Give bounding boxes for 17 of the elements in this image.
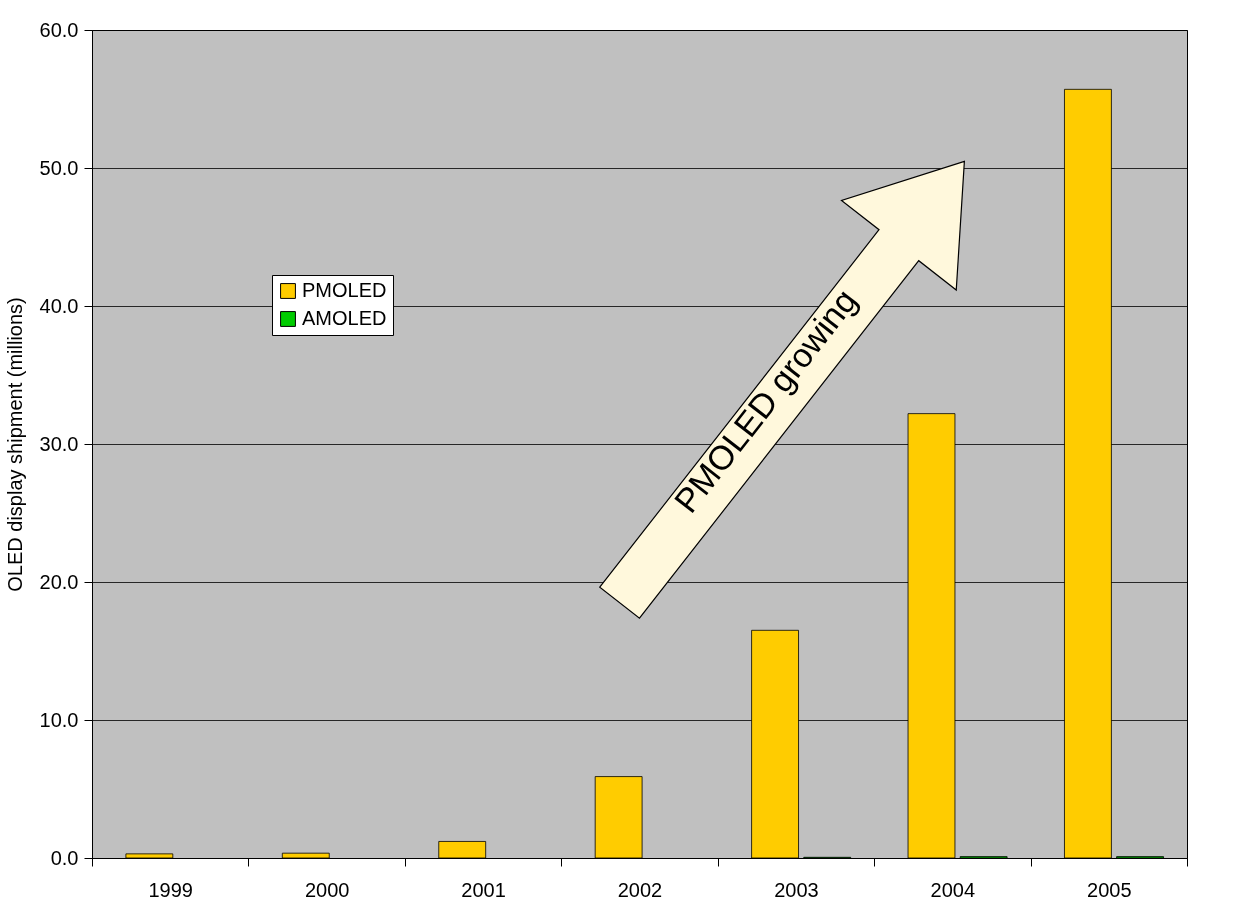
y-tick-label: 10.0 [39,708,79,731]
y-tick-label: 0.0 [50,846,79,869]
y-tick-label: 20.0 [39,570,79,593]
y-tick-label: 30.0 [39,432,79,455]
y-tick-label: 60.0 [39,18,79,41]
x-tick-label: 2004 [930,878,976,901]
x-tick-label: 2000 [304,878,350,901]
x-tick-label: 2003 [774,878,819,901]
legend-label: AMOLED [302,307,387,329]
y-tick-label: 50.0 [39,156,79,179]
x-tick-label: 2001 [461,878,506,901]
y-tick-label: 40.0 [39,294,79,317]
x-tick-label: 2005 [1087,878,1132,901]
legend-label: PMOLED [302,279,387,301]
x-tick-label: 1999 [148,878,193,901]
y-axis-title: OLED display shipment (millions) [3,297,26,592]
x-tick-label: 2002 [617,878,663,901]
